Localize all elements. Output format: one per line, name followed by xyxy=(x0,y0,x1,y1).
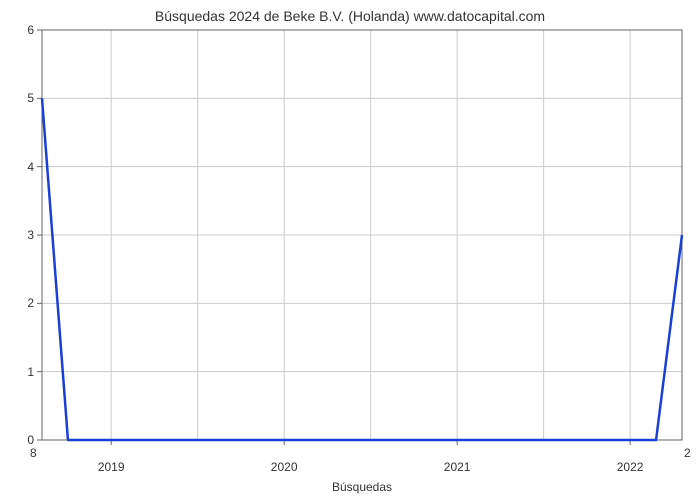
y-tick-label: 0 xyxy=(16,433,34,447)
x-tick-label: 2021 xyxy=(444,460,471,474)
bottom-left-extra-label: 8 xyxy=(30,446,37,460)
bottom-right-extra-label: 2 xyxy=(684,446,691,460)
y-tick-label: 3 xyxy=(16,228,34,242)
y-tick-label: 2 xyxy=(16,296,34,310)
chart-container: Búsquedas 2024 de Beke B.V. (Holanda) ww… xyxy=(0,0,700,500)
chart-svg xyxy=(0,0,700,500)
x-tick-label: 2019 xyxy=(98,460,125,474)
x-axis-title: Búsquedas xyxy=(332,480,392,494)
x-tick-label: 2022 xyxy=(617,460,644,474)
y-tick-label: 1 xyxy=(16,365,34,379)
x-tick-label: 2020 xyxy=(271,460,298,474)
y-tick-label: 4 xyxy=(16,160,34,174)
y-tick-label: 6 xyxy=(16,23,34,37)
y-tick-label: 5 xyxy=(16,91,34,105)
